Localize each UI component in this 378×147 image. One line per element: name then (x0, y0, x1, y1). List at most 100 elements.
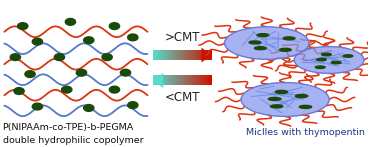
Bar (153, 50, 155, 60)
Bar (166, 76, 168, 85)
Bar (193, 50, 194, 60)
Ellipse shape (84, 37, 94, 44)
Ellipse shape (17, 23, 28, 30)
Bar (157, 76, 159, 85)
Ellipse shape (316, 58, 326, 61)
Circle shape (294, 47, 364, 73)
Bar (169, 76, 171, 85)
Bar (201, 76, 203, 85)
Bar (181, 76, 183, 85)
Ellipse shape (65, 19, 76, 25)
Ellipse shape (275, 90, 288, 93)
Bar (190, 76, 192, 85)
Ellipse shape (283, 37, 295, 40)
Bar (195, 76, 197, 85)
Bar (185, 50, 187, 60)
Bar (159, 50, 161, 60)
Bar (175, 76, 177, 85)
Bar (194, 76, 196, 85)
Bar (185, 76, 187, 85)
Bar (204, 50, 206, 60)
Bar (160, 76, 162, 85)
Ellipse shape (128, 102, 138, 108)
Bar (191, 76, 193, 85)
Ellipse shape (25, 71, 35, 77)
Ellipse shape (257, 34, 269, 37)
Text: <CMT: <CMT (164, 91, 200, 104)
Bar (178, 50, 180, 60)
Bar (181, 50, 183, 60)
Text: P(NIPAAm-co-TPE)-b-PEGMA: P(NIPAAm-co-TPE)-b-PEGMA (3, 123, 134, 132)
Bar (187, 76, 189, 85)
Bar (206, 50, 208, 60)
Text: Miclles with thymopentin: Miclles with thymopentin (246, 128, 365, 137)
Bar (210, 50, 212, 60)
Ellipse shape (268, 97, 281, 101)
Bar (197, 76, 199, 85)
Ellipse shape (299, 105, 311, 108)
Bar (162, 50, 164, 60)
Bar (163, 50, 165, 60)
Bar (170, 76, 172, 85)
Ellipse shape (109, 86, 119, 93)
Bar (191, 50, 193, 60)
Bar (153, 76, 155, 85)
Bar (180, 76, 181, 85)
Bar (166, 50, 168, 60)
Bar (184, 76, 186, 85)
Bar (195, 50, 197, 60)
Bar (155, 50, 156, 60)
Bar (194, 50, 196, 60)
Ellipse shape (76, 69, 87, 76)
Bar (198, 76, 200, 85)
Bar (156, 76, 158, 85)
Ellipse shape (14, 88, 24, 94)
Bar (201, 50, 203, 60)
Ellipse shape (254, 47, 266, 50)
Bar (156, 50, 158, 60)
Bar (188, 50, 190, 60)
Bar (209, 50, 211, 60)
Ellipse shape (109, 23, 119, 30)
Ellipse shape (128, 34, 138, 41)
Ellipse shape (279, 48, 291, 51)
Bar (174, 50, 175, 60)
Bar (172, 76, 174, 85)
Bar (155, 76, 156, 85)
Bar (177, 50, 178, 60)
Bar (207, 76, 209, 85)
Ellipse shape (102, 54, 112, 61)
Bar (210, 76, 212, 85)
Bar (175, 50, 177, 60)
Circle shape (241, 83, 329, 116)
Bar (193, 76, 194, 85)
Bar (160, 50, 162, 60)
Ellipse shape (54, 54, 65, 61)
Bar (170, 50, 172, 60)
Bar (169, 50, 171, 60)
Bar (162, 76, 164, 85)
Circle shape (225, 27, 309, 59)
Bar (168, 76, 169, 85)
Bar (198, 50, 200, 60)
Ellipse shape (32, 103, 43, 110)
Bar (203, 76, 205, 85)
Bar (197, 50, 199, 60)
Bar (180, 50, 181, 60)
Ellipse shape (32, 38, 43, 45)
Ellipse shape (249, 41, 261, 44)
Bar (172, 50, 174, 60)
Bar (204, 76, 206, 85)
Bar (187, 50, 189, 60)
Bar (159, 76, 161, 85)
Bar (200, 50, 202, 60)
Bar (200, 76, 202, 85)
Ellipse shape (343, 55, 353, 57)
Ellipse shape (322, 53, 332, 56)
Ellipse shape (120, 69, 131, 76)
Ellipse shape (315, 66, 325, 69)
Ellipse shape (84, 105, 94, 111)
Bar (165, 76, 167, 85)
Bar (188, 76, 190, 85)
Ellipse shape (62, 86, 72, 93)
